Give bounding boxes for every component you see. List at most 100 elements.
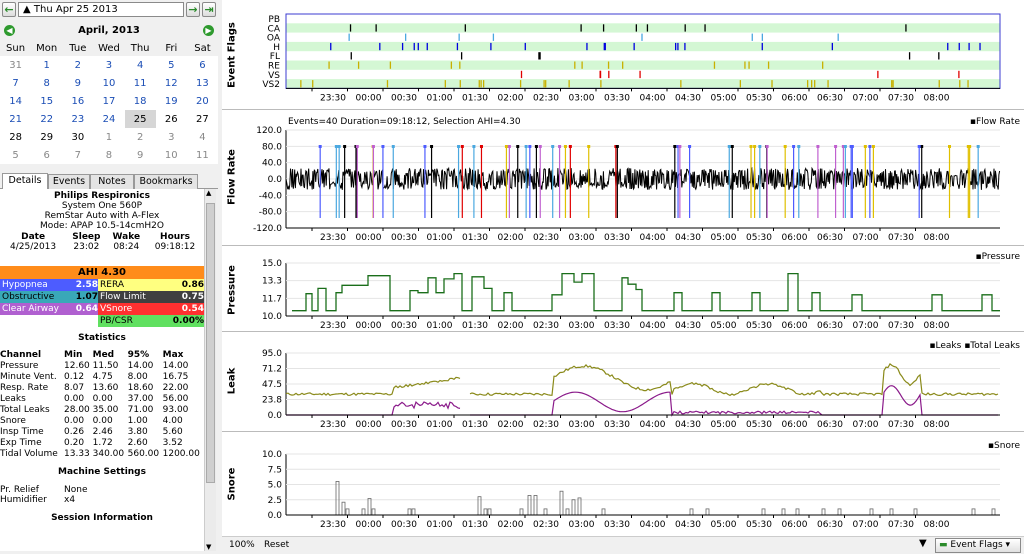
layout-dropdown[interactable]: ▬ Event Flags ▾ [935,538,1021,553]
prev-month-icon[interactable]: ◀ [4,25,15,36]
tab-bookmarks[interactable]: Bookmarks [134,174,198,189]
reset-button[interactable]: Reset [264,540,290,550]
snore-bar [519,508,524,516]
calendar-day[interactable]: 30 [71,131,85,143]
event-flags-panel[interactable]: Event Flags PB CA OA H FL RE VS VS2 23:30 00:00 00… [222,0,1024,110]
leak-panel[interactable]: Leak ▪Leaks ▪Total Leaks 95.0 71.2 47.5 23.… [222,336,1024,432]
calendar-day[interactable]: 22 [40,113,54,125]
tab-events[interactable]: Events [48,174,90,189]
calendar-day[interactable]: 14 [9,95,22,107]
calendar-day[interactable]: 17 [102,95,116,107]
calendar-day[interactable]: 3 [168,131,175,143]
snore-panel[interactable]: Snore ▪Snore 10.0 7.5 5.0 2.5 0.0 23:30 00:00 0… [222,436,1024,536]
snore-bar [407,508,412,516]
time-tick-label: 06:30 [817,93,843,103]
calendar-day[interactable]: 5 [12,149,19,161]
snore-graph[interactable]: 10.0 7.5 5.0 2.5 0.0 23:30 00:00 00:30 01:00 01:3… [222,436,1024,536]
tab-notes[interactable]: Notes [90,174,134,189]
calendar-day[interactable]: 11 [196,149,209,161]
y-tick-label: 0.0 [268,175,283,185]
calendar-day[interactable]: 12 [164,77,178,89]
calendar-day[interactable]: 15 [40,95,54,107]
stats-row: Tidal Volume 13.33 340.00 560.00 1200.00 [0,448,204,459]
calendar-day[interactable]: 4 [136,59,144,71]
time-tick-label: 08:00 [924,93,950,103]
next-month-icon[interactable]: ▶ [203,25,214,36]
previous-day-button[interactable]: ← [2,2,16,17]
calendar-day[interactable]: 28 [9,131,22,143]
calendar-day[interactable]: 6 [43,149,50,161]
calendar-day[interactable]: 21 [9,113,22,125]
flow-event-marker [355,145,359,148]
calendar-day[interactable]: 11 [133,77,147,89]
calendar-day[interactable]: 1 [105,131,113,143]
next-day-button[interactable]: → [186,2,200,17]
calendar-day[interactable]: 7 [12,77,19,89]
calendar-day[interactable]: 4 [199,131,206,143]
stats-row: Snore 0.00 0.00 1.00 4.00 [0,415,204,426]
scrollbar-thumb[interactable] [206,203,215,483]
time-tick-label: 02:00 [498,321,524,331]
last-day-button[interactable]: ⇥ [202,2,216,17]
calendar-day[interactable]: 13 [196,77,209,89]
snore-bar [361,508,366,516]
calendar-day[interactable]: 1 [43,59,50,71]
calendar-day[interactable]: 26 [164,113,178,125]
calendar-day[interactable]: 18 [133,95,147,107]
calendar-day[interactable]: 19 [164,95,178,107]
index-label: PB/CSR [98,315,163,327]
calendar-day[interactable]: 23 [71,113,85,125]
stats-cell: 0.20 [64,437,85,448]
calendar-day[interactable]: 27 [196,113,209,125]
calendar-day[interactable]: 8 [105,149,113,161]
status-bar: 100% Reset ▼ ▬ Event Flags ▾ [222,536,1024,554]
calendar-day[interactable]: 2 [136,131,144,143]
details-scrollbar[interactable]: ▲ ▼ [204,189,216,551]
machine-settings-title: Machine Settings [58,467,146,477]
calendar-day[interactable]: 20 [196,95,209,107]
calendar-day[interactable]: 10 [102,77,116,89]
scroll-down-icon[interactable]: ▼ [206,543,212,551]
calendar-day[interactable]: 5 [168,59,175,71]
y-tick-label: 5.0 [268,481,283,491]
flow-rate-graph[interactable]: 120.0 80.0 40.0 0.0 -40.0 -80.0 -120.0 23:30 00:… [222,112,1024,246]
stats-cell: Minute Vent. [0,371,57,382]
calendar-day[interactable]: 9 [74,77,82,89]
calendar-day[interactable]: 16 [71,95,85,107]
time-tick-label: 05:30 [746,520,772,530]
flow-rate-panel[interactable]: Flow Rate Events=40 Duration=09:18:12, S… [222,112,1024,246]
pressure-trace [292,272,1000,312]
time-tick-label: 06:00 [782,321,808,331]
calendar-day[interactable]: 25 [124,110,156,128]
flow-event-marker [516,145,520,148]
scroll-up-icon[interactable]: ▲ [206,189,212,197]
calendar-day[interactable]: 2 [74,59,82,71]
calendar-day[interactable]: 3 [105,59,113,71]
calendar-day[interactable]: 9 [136,149,144,161]
date-picker[interactable]: ▲ Thu Apr 25 2013 [18,2,184,17]
calendar-day[interactable]: 31 [9,59,22,71]
pressure-panel[interactable]: Pressure ▪Pressure 15.0 13.3 11.7 10.0 23:30… [222,250,1024,332]
time-tick-label: 05:00 [711,520,737,530]
calendar-header: ◀ April, 2013 ▶ [0,22,218,40]
flow-event-marker [538,145,542,148]
calendar-day[interactable]: 8 [43,77,50,89]
time-tick-label: 02:30 [533,233,559,243]
flow-event-marker [976,145,980,148]
flow-event-marker [504,145,508,148]
collapse-arrow-icon[interactable]: ▼ [919,538,927,549]
setting-label: Pr. Relief [0,485,39,495]
left-sidebar: ← ▲ Thu Apr 25 2013 → ⇥ ◀ April, 2013 ▶ … [0,0,218,554]
tab-details[interactable]: Details [2,173,48,189]
time-tick-label: 00:30 [391,520,417,530]
calendar-day[interactable]: 24 [102,113,116,125]
calendar-day[interactable]: 6 [199,59,206,71]
calendar-day[interactable]: 10 [164,149,178,161]
calendar-day[interactable]: 29 [40,131,54,143]
calendar-day[interactable]: 7 [74,149,82,161]
leak-graph[interactable]: 95.0 71.2 47.5 23.8 0.0 23:30 00:00 00:30 01:00 0… [222,336,1024,432]
pressure-graph[interactable]: 15.0 13.3 11.7 10.0 23:30 00:00 00:30 01:00 01:3… [222,250,1024,332]
snore-bar [913,508,918,516]
time-tick-label: 07:30 [888,233,914,243]
